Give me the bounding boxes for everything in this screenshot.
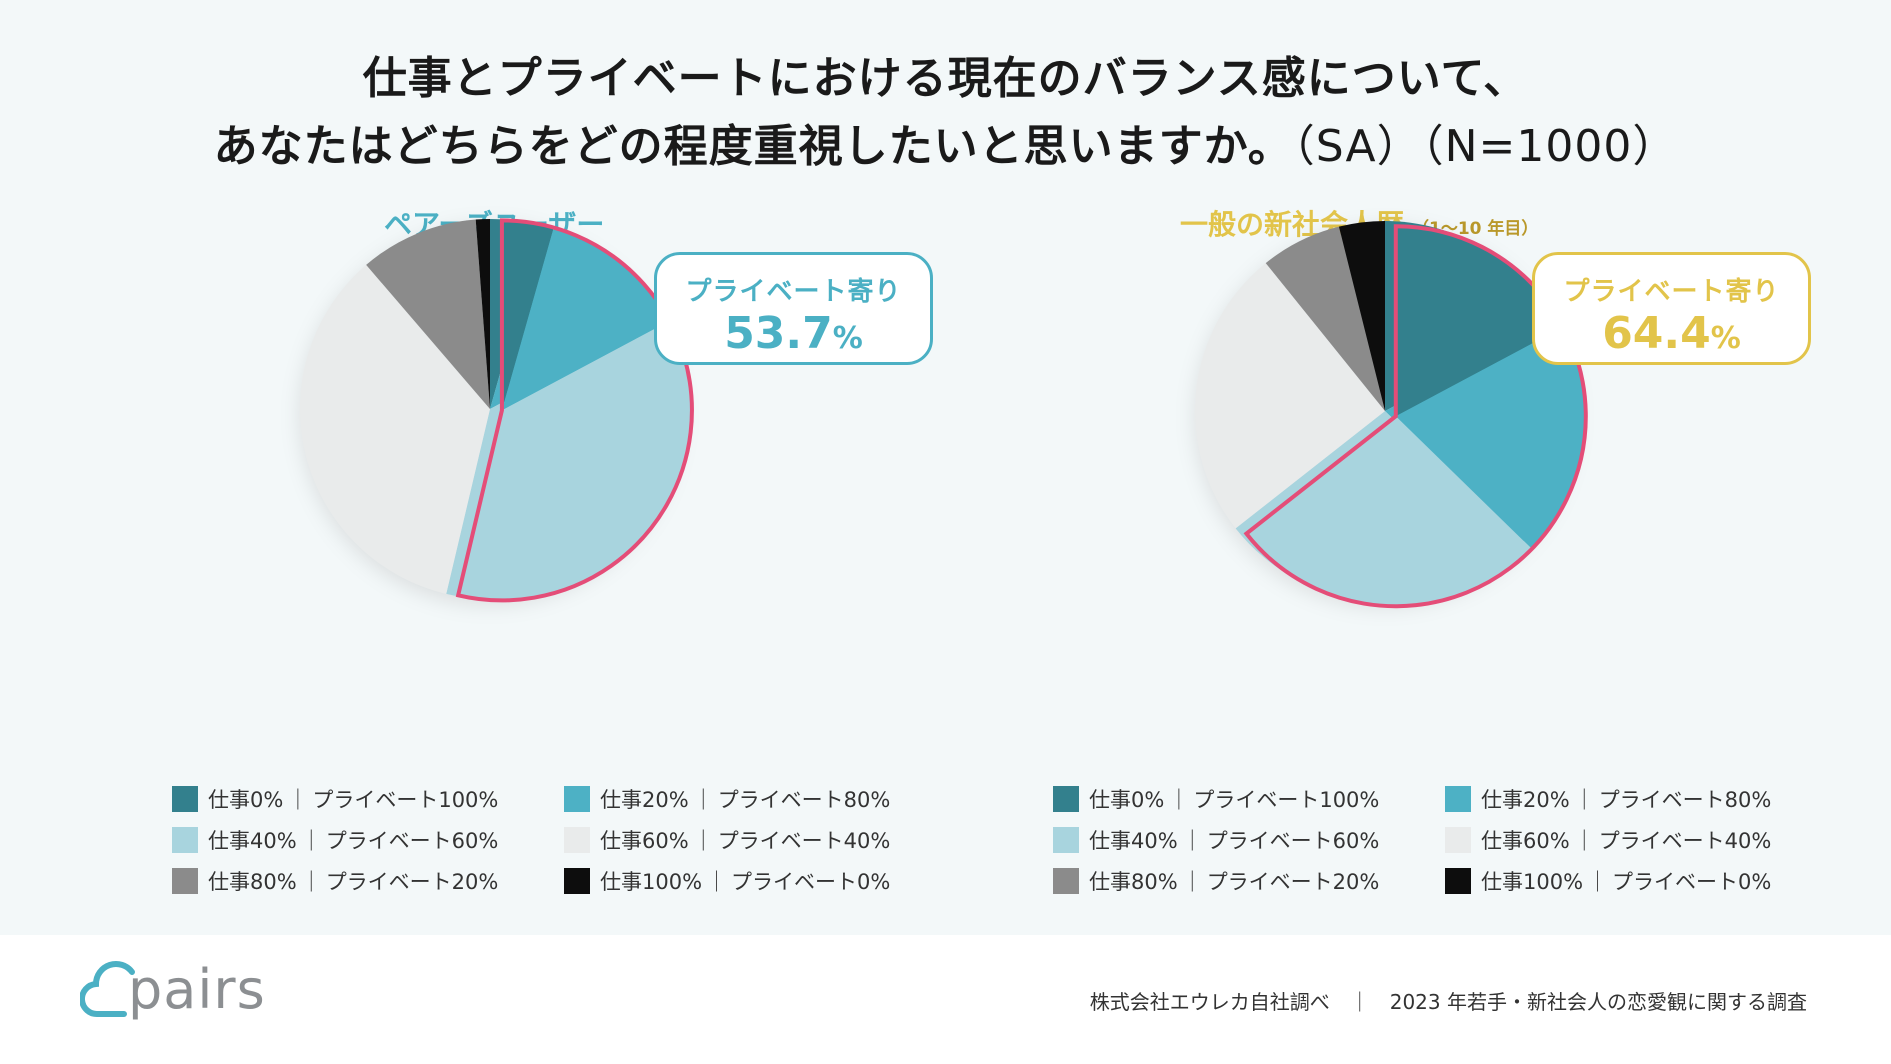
legend-swatch <box>172 786 198 812</box>
legend-work-label: 仕事60% <box>1481 829 1570 853</box>
legend-separator: ｜ <box>706 870 728 894</box>
pie-slice-4 <box>1195 263 1385 529</box>
legend-item: 仕事0% ｜プライベート100% <box>1053 784 1379 814</box>
legend-pairs-users: 仕事0% ｜プライベート100% 仕事20% ｜プライベート80% 仕事40% ｜プライベ… <box>172 784 952 914</box>
legend-item: 仕事60% ｜プライベート40% <box>564 825 890 855</box>
legend-swatch <box>1445 868 1471 894</box>
legend-item: 仕事40% ｜プライベート60% <box>172 825 498 855</box>
legend-private-label: プライベート80% <box>717 788 891 812</box>
legend-separator: ｜ <box>1181 829 1203 853</box>
legend-private-label: プライベート0% <box>731 870 891 894</box>
legend-swatch <box>1445 827 1471 853</box>
legend-swatch <box>1445 786 1471 812</box>
pie-slice-6 <box>1338 221 1385 411</box>
legend-work-label: 仕事40% <box>208 829 297 853</box>
legend-swatch <box>564 786 590 812</box>
legend-private-label: プライベート60% <box>325 829 499 853</box>
pie-chart-pairs-users <box>299 218 694 605</box>
legend-separator: ｜ <box>287 788 309 812</box>
legend-separator: ｜ <box>300 870 322 894</box>
highlight-group <box>455 218 694 603</box>
legend-separator: ｜ <box>1573 788 1595 812</box>
callout-number: 53.7 <box>724 308 833 359</box>
legend-swatch <box>172 827 198 853</box>
legend-swatch <box>564 868 590 894</box>
callout-number: 64.4 <box>1602 308 1711 359</box>
legend-private-label: プライベート0% <box>1612 870 1772 894</box>
legend-separator: ｜ <box>1168 788 1190 812</box>
callout-unit: % <box>832 321 863 356</box>
legend-item: 仕事80% ｜プライベート20% <box>172 866 498 896</box>
legend-swatch <box>1053 827 1079 853</box>
legend-separator: ｜ <box>300 829 322 853</box>
legend-private-label: プライベート100% <box>1193 788 1380 812</box>
pie-slice-5 <box>1265 226 1385 411</box>
footer-bar <box>0 935 1891 1064</box>
legend-swatch <box>1053 868 1079 894</box>
legend-separator: ｜ <box>1587 870 1609 894</box>
highlight-slice-2 <box>1395 326 1586 549</box>
legend-work-label: 仕事0% <box>1089 788 1165 812</box>
legend-item: 仕事40% ｜プライベート60% <box>1053 825 1379 855</box>
legend-work-label: 仕事20% <box>600 788 689 812</box>
callout-pairs-users: プライベート寄り 53.7% <box>654 252 933 365</box>
legend-work-label: 仕事100% <box>600 870 703 894</box>
legend-item: 仕事20% ｜プライベート80% <box>1445 784 1771 814</box>
legend-private-label: プライベート20% <box>325 870 499 894</box>
legend-private-label: プライベート40% <box>717 829 891 853</box>
legend-swatch <box>564 827 590 853</box>
highlight-slice-3 <box>458 320 692 601</box>
highlight-slice-1 <box>1395 226 1564 417</box>
callout-label: プライベート寄り <box>1563 277 1780 307</box>
legend-item: 仕事100% ｜プライベート0% <box>564 866 890 896</box>
legend-separator: ｜ <box>1181 870 1203 894</box>
legend-separator: ｜ <box>692 829 714 853</box>
legend-work-label: 仕事20% <box>1481 788 1570 812</box>
legend-item: 仕事60% ｜プライベート40% <box>1445 825 1771 855</box>
legend-private-label: プライベート80% <box>1598 788 1772 812</box>
callout-value: 53.7% <box>657 308 930 365</box>
legend-work-label: 仕事80% <box>1089 870 1178 894</box>
legend-private-label: プライベート100% <box>312 788 499 812</box>
pairs-cloud-logo-icon <box>80 961 135 1018</box>
callout-general: プライベート寄り 64.4% <box>1532 252 1811 365</box>
highlight-outline <box>455 218 694 603</box>
callout-label: プライベート寄り <box>685 277 902 307</box>
legend-general: 仕事0% ｜プライベート100% 仕事20% ｜プライベート80% 仕事40% ｜プライベ… <box>1053 784 1833 914</box>
pie-slice-6 <box>475 219 490 409</box>
callout-value: 64.4% <box>1535 308 1808 365</box>
legend-swatch <box>172 868 198 894</box>
legend-work-label: 仕事40% <box>1089 829 1178 853</box>
title-line-1: 仕事とプライベートにおける現在のバランス感について、 <box>362 53 1529 104</box>
highlight-group <box>1243 224 1588 609</box>
highlight-outline <box>1243 224 1588 609</box>
pie-slice-5 <box>366 219 490 409</box>
pie-slice-4 <box>299 264 490 594</box>
title-sample-note: （SA）（N=1000） <box>1292 121 1678 172</box>
legend-work-label: 仕事0% <box>208 788 284 812</box>
title-line-2: あなたはどちらをどの程度重視したいと思いますか。（SA）（N=1000） <box>0 110 1891 174</box>
legend-item: 仕事20% ｜プライベート80% <box>564 784 890 814</box>
highlight-slice-3 <box>1246 416 1532 607</box>
legend-private-label: プライベート20% <box>1206 870 1380 894</box>
legend-work-label: 仕事60% <box>600 829 689 853</box>
legend-item: 仕事80% ｜プライベート20% <box>1053 866 1379 896</box>
legend-work-label: 仕事100% <box>1481 870 1584 894</box>
highlight-slice-2 <box>501 227 670 411</box>
pairs-logo-text: pairs <box>128 958 266 1021</box>
title-question: あなたはどちらをどの程度重視したいと思いますか。 <box>213 121 1293 172</box>
callout-unit: % <box>1710 321 1741 356</box>
legend-item: 仕事0% ｜プライベート100% <box>172 784 498 814</box>
legend-private-label: プライベート40% <box>1598 829 1772 853</box>
highlight-slice-1 <box>501 220 554 411</box>
legend-swatch <box>1053 786 1079 812</box>
legend-private-label: プライベート60% <box>1206 829 1380 853</box>
legend-separator: ｜ <box>1573 829 1595 853</box>
legend-item: 仕事100% ｜プライベート0% <box>1445 866 1771 896</box>
legend-work-label: 仕事80% <box>208 870 297 894</box>
pie-chart-general <box>1195 221 1588 609</box>
legend-separator: ｜ <box>692 788 714 812</box>
source-note: 株式会社エウレカ自社調べ ｜ 2023 年若手・新社会人の恋愛観に関する調査 <box>1089 990 1807 1014</box>
